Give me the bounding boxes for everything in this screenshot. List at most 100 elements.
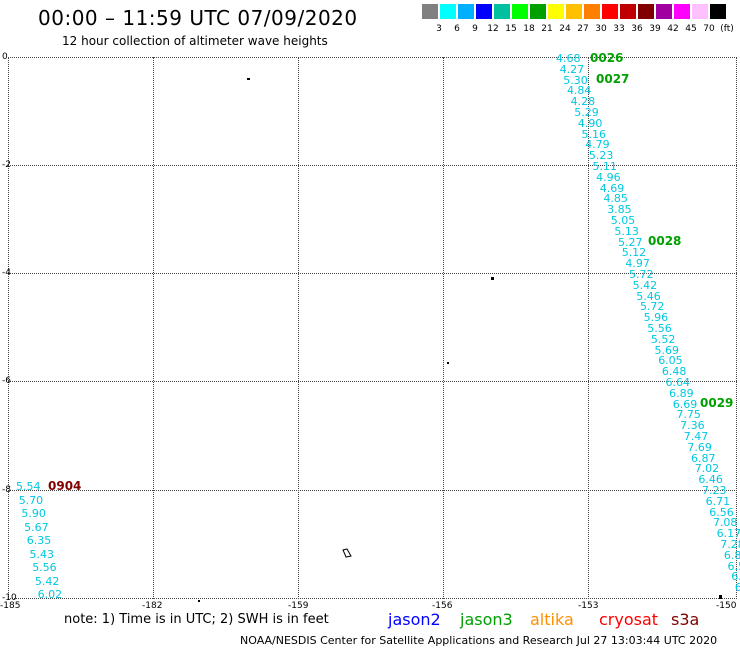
swh-value: 6.69 bbox=[672, 397, 698, 411]
swh-value: 5.46 bbox=[636, 289, 661, 303]
swh-value: 5.56 bbox=[647, 322, 672, 335]
swh-value: 4.69 bbox=[599, 181, 625, 195]
satellite-jason2: jason2 bbox=[388, 610, 441, 629]
scale-swatch bbox=[530, 4, 546, 19]
time-label: 0027 bbox=[596, 72, 630, 86]
footer-credit: NOAA/NESDIS Center for Satellite Applica… bbox=[240, 634, 718, 647]
swh-value: 6.02 bbox=[37, 588, 63, 601]
swh-value: 4.84 bbox=[566, 84, 592, 98]
scale-swatch bbox=[422, 4, 438, 19]
swh-value: 3.85 bbox=[607, 203, 632, 217]
swh-value: 4.90 bbox=[577, 116, 603, 130]
y-axis-label: -4 bbox=[2, 268, 11, 278]
island-marker bbox=[198, 600, 200, 602]
scale-label: 24 bbox=[559, 24, 571, 34]
swh-value: 5.72 bbox=[639, 300, 665, 314]
scale-label: 39 bbox=[649, 24, 661, 34]
scale-label: 30 bbox=[595, 24, 607, 34]
scale-label: 12 bbox=[487, 24, 499, 34]
swh-value: 5.29 bbox=[574, 106, 599, 119]
island-marker bbox=[447, 362, 449, 364]
swh-value: 7.69 bbox=[687, 440, 712, 454]
swh-value: 6.64 bbox=[665, 376, 691, 389]
grid-line bbox=[8, 381, 737, 382]
x-axis-label: -182 bbox=[142, 601, 163, 611]
swh-value: 6.05 bbox=[658, 354, 683, 368]
scale-label: 70 bbox=[703, 24, 715, 34]
swh-value: 6.71 bbox=[705, 494, 731, 508]
scale-label: 3 bbox=[436, 24, 442, 34]
swh-value: 5.27 bbox=[618, 235, 643, 249]
swh-value: 5.54 bbox=[16, 480, 41, 493]
swh-value: 7.47 bbox=[683, 430, 709, 443]
swh-value: 7.36 bbox=[680, 419, 705, 433]
swh-value: 7.75 bbox=[676, 408, 701, 422]
scale-label: 42 bbox=[667, 24, 679, 34]
swh-value: 5.67 bbox=[24, 520, 49, 534]
grid-line bbox=[443, 57, 444, 599]
grid-line bbox=[588, 57, 589, 599]
x-axis-label: -156 bbox=[432, 601, 453, 611]
grid-line bbox=[8, 57, 9, 599]
scale-swatch bbox=[548, 4, 564, 19]
swh-value: 4.79 bbox=[585, 138, 610, 152]
island-marker bbox=[247, 78, 250, 80]
scale-swatch bbox=[656, 4, 672, 19]
scale-label: (ft) bbox=[720, 24, 734, 34]
swh-value: 5.52 bbox=[650, 332, 676, 346]
grid-line bbox=[8, 165, 737, 166]
grid-line bbox=[153, 57, 154, 599]
swh-value: 5.70 bbox=[18, 493, 44, 507]
satellite-s3a: s3a bbox=[671, 610, 700, 629]
scale-swatch bbox=[710, 4, 726, 19]
page-subtitle: 12 hour collection of altimeter wave hei… bbox=[62, 34, 328, 48]
page-title: 00:00 – 11:59 UTC 07/09/2020 bbox=[38, 6, 358, 30]
scale-label: 27 bbox=[577, 24, 589, 34]
scale-swatch bbox=[476, 4, 492, 19]
scale-label: 21 bbox=[541, 24, 553, 34]
island-marker bbox=[491, 277, 494, 280]
island-marker bbox=[342, 543, 352, 558]
swh-value: 4.97 bbox=[625, 257, 650, 271]
grid-line bbox=[8, 598, 737, 599]
swh-value: 6.46 bbox=[698, 473, 723, 487]
swh-value: 6.88 bbox=[723, 548, 740, 562]
time-label: 0904 bbox=[48, 479, 82, 493]
swh-value: 5.43 bbox=[29, 547, 55, 561]
note-text: note: 1) Time is in UTC; 2) SWH is in fe… bbox=[64, 612, 329, 627]
scale-swatch bbox=[692, 4, 708, 19]
swh-value: 5.11 bbox=[592, 160, 618, 173]
grid-line bbox=[8, 490, 737, 491]
island-marker bbox=[719, 595, 722, 599]
y-axis-label: -10 bbox=[2, 593, 17, 603]
swh-value: 5.96 bbox=[643, 311, 669, 325]
swh-value: 7.08 bbox=[712, 516, 738, 530]
swh-value: 6.56 bbox=[709, 505, 734, 519]
satellite-cryosat: cryosat bbox=[599, 610, 659, 629]
x-axis-label: -159 bbox=[288, 601, 309, 611]
satellite-jason3: jason3 bbox=[460, 610, 513, 629]
swh-value: 5.42 bbox=[34, 574, 60, 588]
x-axis-label: -185 bbox=[0, 601, 21, 611]
scale-label: 6 bbox=[454, 24, 460, 34]
scale-label: 15 bbox=[505, 24, 517, 34]
swh-value: 6.3 bbox=[734, 581, 740, 595]
swh-value: 5.12 bbox=[621, 246, 647, 260]
swh-value: 5.90 bbox=[21, 507, 46, 520]
swh-value: 4.85 bbox=[603, 192, 628, 206]
swh-value: 6.17 bbox=[716, 527, 740, 541]
swh-value: 5.72 bbox=[629, 268, 654, 281]
swh-value: 6.48 bbox=[661, 365, 687, 379]
swh-value: 4.96 bbox=[596, 170, 621, 184]
scale-swatch bbox=[638, 4, 654, 19]
grid-line bbox=[298, 57, 299, 599]
swh-value: 7.28 bbox=[720, 538, 740, 551]
scale-swatch bbox=[566, 4, 582, 19]
swh-value: 5.56 bbox=[32, 561, 57, 574]
scale-swatch bbox=[620, 4, 636, 19]
time-label: 0026 bbox=[590, 51, 624, 65]
swh-value: 5.23 bbox=[588, 149, 614, 163]
scale-swatch bbox=[584, 4, 600, 19]
y-axis-label: -8 bbox=[2, 485, 11, 495]
x-axis-label: -153 bbox=[578, 601, 599, 611]
